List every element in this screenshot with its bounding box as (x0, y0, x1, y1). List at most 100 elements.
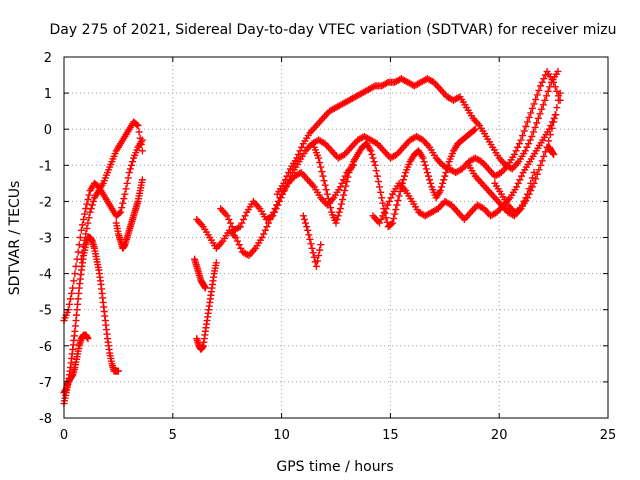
data-point-interp (541, 71, 549, 79)
data-point-interp (310, 253, 318, 261)
data-point-interp (427, 179, 435, 187)
series-9 (273, 67, 562, 198)
data-point-interp (317, 163, 325, 171)
data-point-interp (307, 240, 315, 248)
data-point-interp (129, 158, 137, 166)
data-point-interp (340, 191, 348, 199)
data-point (530, 100, 538, 108)
data-point-interp (119, 199, 127, 207)
data-point-interp (272, 205, 280, 213)
data-point-interp (387, 194, 395, 202)
data-point-interp (538, 157, 546, 165)
chart-title: Day 275 of 2021, Sidereal Day-to-day VTE… (50, 22, 617, 38)
data-point-interp (373, 172, 381, 180)
data-point (125, 169, 133, 177)
data-point-interp (535, 86, 543, 94)
data-point (282, 183, 290, 191)
y-tick-label: -4 (39, 268, 52, 283)
data-point (441, 172, 449, 180)
y-tick-label: -3 (39, 232, 52, 247)
y-tick-label: 0 (44, 123, 52, 138)
data-point-interp (387, 220, 395, 228)
data-point-interp (516, 176, 524, 184)
data-point-interp (120, 195, 128, 203)
x-tick-label: 25 (600, 428, 617, 443)
data-point-interp (379, 212, 387, 220)
data-point-interp (546, 131, 554, 139)
data-point-interp (399, 176, 407, 184)
data-point-interp (525, 140, 533, 148)
data-point-interp (528, 174, 536, 182)
data-point-interp (237, 244, 245, 252)
series-6 (191, 255, 209, 292)
data-point-interp (526, 136, 534, 144)
data-point (84, 335, 92, 343)
data-point-interp (335, 208, 343, 216)
data-point-interp (553, 104, 561, 112)
data-point (236, 223, 244, 231)
data-point (554, 67, 562, 75)
data-point-interp (532, 95, 540, 103)
x-tick-label: 15 (382, 428, 399, 443)
data-point (317, 241, 325, 249)
data-point-interp (80, 215, 88, 223)
data-point (371, 161, 379, 169)
data-point-interp (89, 197, 97, 205)
data-point (117, 208, 125, 216)
data-point-interp (84, 196, 92, 204)
data-point-interp (316, 159, 324, 167)
data-point (336, 183, 344, 191)
data-point-interp (394, 196, 402, 204)
data-point-interp (519, 201, 527, 209)
data-point-interp (443, 165, 451, 173)
data-point-interp (544, 87, 552, 95)
data-point-interp (83, 224, 91, 232)
data-point (323, 190, 331, 198)
data-point-interp (533, 91, 541, 99)
data-point (556, 89, 564, 97)
data-point-interp (518, 172, 526, 180)
data-point-interp (523, 143, 531, 151)
data-point-interp (438, 183, 446, 191)
data-point-interp (72, 262, 80, 270)
data-point-interp (514, 179, 522, 187)
data-point (537, 82, 545, 90)
data-point-interp (512, 147, 520, 155)
data-point-interp (377, 188, 385, 196)
data-point-interp (68, 289, 76, 297)
series-4 (112, 176, 146, 252)
data-point-interp (283, 172, 291, 180)
data-point-interp (543, 92, 551, 100)
data-point-interp (422, 165, 430, 173)
data-point-interp (67, 295, 75, 303)
data-point-interp (123, 179, 131, 187)
data-point-interp (426, 176, 434, 184)
data-point-interp (81, 236, 89, 244)
data-point-interp (81, 210, 89, 218)
data-point-interp (76, 234, 84, 241)
data-point-interp (396, 187, 404, 195)
data-point-interp (316, 246, 324, 254)
data-point (376, 183, 384, 191)
data-point (471, 125, 479, 133)
series-10 (310, 125, 479, 231)
series-8 (217, 67, 564, 234)
data-point (332, 219, 340, 227)
data-point-interp (118, 204, 126, 212)
data-point-interp (277, 194, 285, 202)
data-point-interp (374, 178, 382, 186)
data-point (436, 187, 444, 195)
data-point-interp (384, 201, 392, 209)
data-point-interp (334, 212, 342, 220)
data-point-interp (338, 179, 346, 187)
data-point (517, 136, 525, 144)
data-point-interp (343, 178, 351, 186)
data-point-interp (294, 150, 302, 158)
x-tick-label: 10 (273, 428, 290, 443)
data-point-interp (370, 158, 378, 166)
data-point-interp (137, 141, 145, 149)
data-point-interp (527, 179, 535, 187)
data-point-interp (74, 248, 82, 256)
data-point (534, 114, 542, 122)
series-5 (193, 259, 220, 353)
